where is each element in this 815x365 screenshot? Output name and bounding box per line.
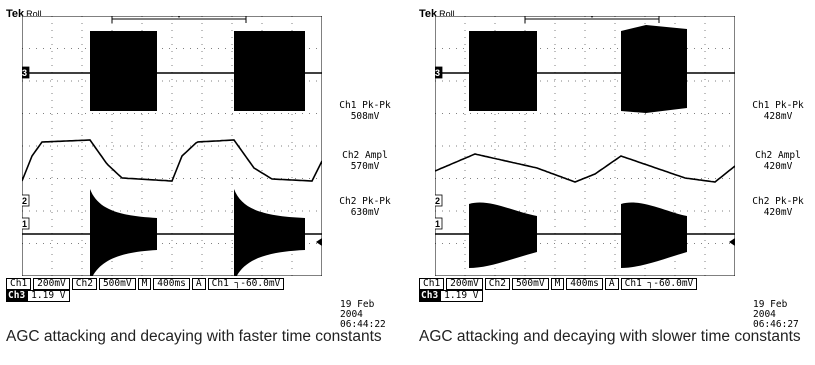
trigger-position-icon (590, 16, 594, 18)
ch1-burst (90, 189, 157, 276)
ch3-burst (90, 31, 157, 111)
ch1-label: Ch1 (6, 278, 32, 290)
m-label: M (137, 278, 152, 290)
scope-panel-fast: Tek Roll 3 2 1 Ch1 Pk-Pk 508mV Ch2 Ampl 570mV… (0, 0, 400, 365)
measurement-ch2-ampl: Ch2 Ampl 420mV (755, 150, 801, 172)
ch1-burst (469, 202, 537, 268)
measurement-ch2-pkpk: Ch2 Pk-Pk 630mV (339, 196, 391, 218)
roll-bracket (524, 16, 660, 23)
scope-screen: 3 2 1 (435, 16, 735, 276)
svg-text:2: 2 (435, 196, 440, 206)
scope-brand: Tek Roll (419, 8, 455, 20)
ch3-burst (234, 31, 305, 111)
svg-text:3: 3 (22, 68, 27, 78)
channel-marker: 2 (22, 194, 30, 207)
ch3-scale: 1.19 V (27, 290, 70, 302)
scope-brand: Tek Roll (6, 8, 42, 20)
trigger-position-icon (177, 16, 181, 18)
trigger-level-icon (729, 238, 735, 246)
ch3-scale: 1.19 V (440, 290, 483, 302)
ch2-scale: 500mV (511, 278, 549, 290)
a-label: A (604, 278, 619, 290)
a-label: A (191, 278, 206, 290)
roll-bracket (111, 16, 247, 23)
ch2-amplitude-trace (22, 139, 322, 182)
scope-status-bar: Ch1 200mV Ch2 500mV M 400ms A Ch1 ┐-60.0… (419, 278, 699, 302)
svg-text:1: 1 (22, 219, 27, 229)
channel-marker: 3 (22, 66, 30, 79)
channel-marker: 2 (435, 194, 443, 207)
svg-text:3: 3 (435, 68, 440, 78)
channel-marker: 3 (435, 66, 443, 79)
ch1-burst (621, 202, 687, 268)
ch1-label: Ch1 (419, 278, 445, 290)
caption: AGC attacking and decaying with faster t… (6, 328, 382, 345)
trigger-level-icon (316, 238, 322, 246)
channel-marker: 1 (22, 217, 30, 230)
ch1-burst (234, 189, 305, 276)
measurement-ch2-pkpk: Ch2 Pk-Pk 420mV (752, 196, 804, 218)
ch1-scale: 200mV (446, 278, 483, 290)
ch2-scale: 500mV (98, 278, 136, 290)
m-label: M (550, 278, 565, 290)
timestamp: 19 Feb 2004 06:46:27 (753, 299, 799, 330)
svg-text:1: 1 (435, 219, 440, 229)
measurement-ch1-pkpk: Ch1 Pk-Pk 508mV (339, 100, 391, 122)
ch3-burst (621, 25, 687, 113)
svg-text:2: 2 (22, 196, 27, 206)
channel-marker: 1 (435, 217, 443, 230)
trigger-setting: Ch1 ┐-60.0mV (207, 278, 285, 290)
ch2-label: Ch2 (484, 278, 510, 290)
scope-screen: 3 2 1 (22, 16, 322, 276)
timestamp: 19 Feb 2004 06:44:22 (340, 299, 386, 330)
ch3-burst (469, 31, 537, 111)
ch2-label: Ch2 (71, 278, 97, 290)
ch3-label: Ch3 (419, 290, 441, 302)
ch1-scale: 200mV (33, 278, 70, 290)
caption: AGC attacking and decaying with slower t… (419, 328, 801, 345)
ch3-label: Ch3 (6, 290, 28, 302)
ch2-amplitude-trace (435, 153, 735, 183)
measurement-ch1-pkpk: Ch1 Pk-Pk 428mV (752, 100, 804, 122)
timebase: 400ms (566, 278, 603, 290)
scope-status-bar: Ch1 200mV Ch2 500mV M 400ms A Ch1 ┐-60.0… (6, 278, 286, 302)
measurement-ch2-ampl: Ch2 Ampl 570mV (342, 150, 388, 172)
trigger-setting: Ch1 ┐-60.0mV (620, 278, 698, 290)
timebase: 400ms (153, 278, 190, 290)
scope-panel-slow: Tek Roll 3 2 1 Ch1 Pk-Pk 428mV Ch2 Ampl 420mV… (413, 0, 813, 365)
